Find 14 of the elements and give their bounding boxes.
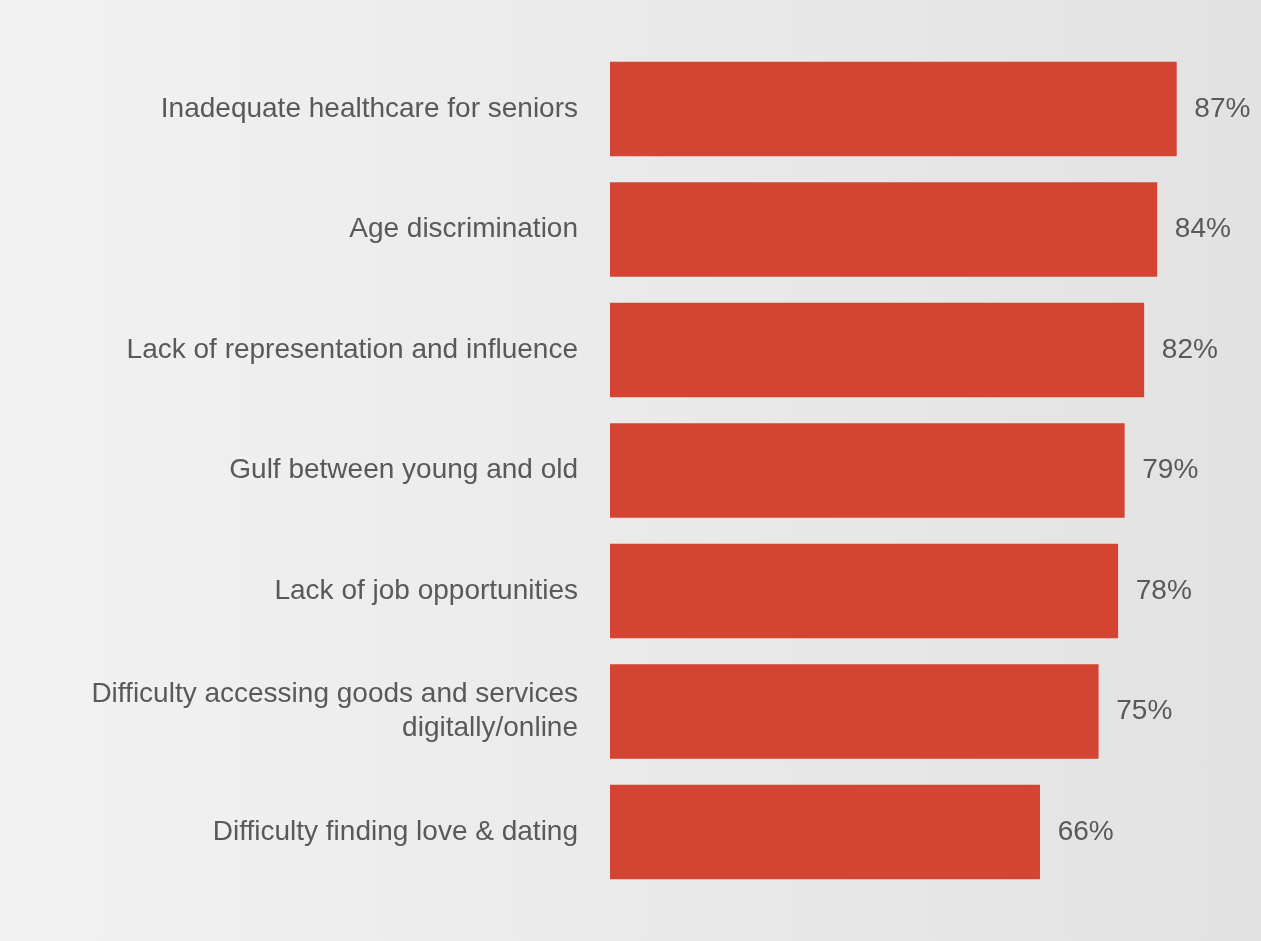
y-tick-label: Lack of job opportunities <box>274 573 578 605</box>
data-label: 79% <box>1142 453 1199 485</box>
data-label: 87% <box>1194 91 1251 123</box>
y-tick-label: Difficulty accessing goods and services digitally/online <box>91 677 578 742</box>
data-label: 75% <box>1116 694 1173 726</box>
y-tick-label: Difficulty finding love & dating <box>212 814 578 846</box>
y-tick-label: Gulf between young and old <box>229 453 578 485</box>
data-label: 66% <box>1057 814 1114 846</box>
y-tick-label: Lack of representation and influence <box>126 332 578 364</box>
data-label: 82% <box>1161 332 1218 364</box>
y-tick-label: Inadequate healthcare for seniors <box>160 91 578 123</box>
y-tick-label: Age discrimination <box>349 212 578 244</box>
data-label: 78% <box>1135 573 1192 605</box>
data-label: 84% <box>1174 212 1231 244</box>
